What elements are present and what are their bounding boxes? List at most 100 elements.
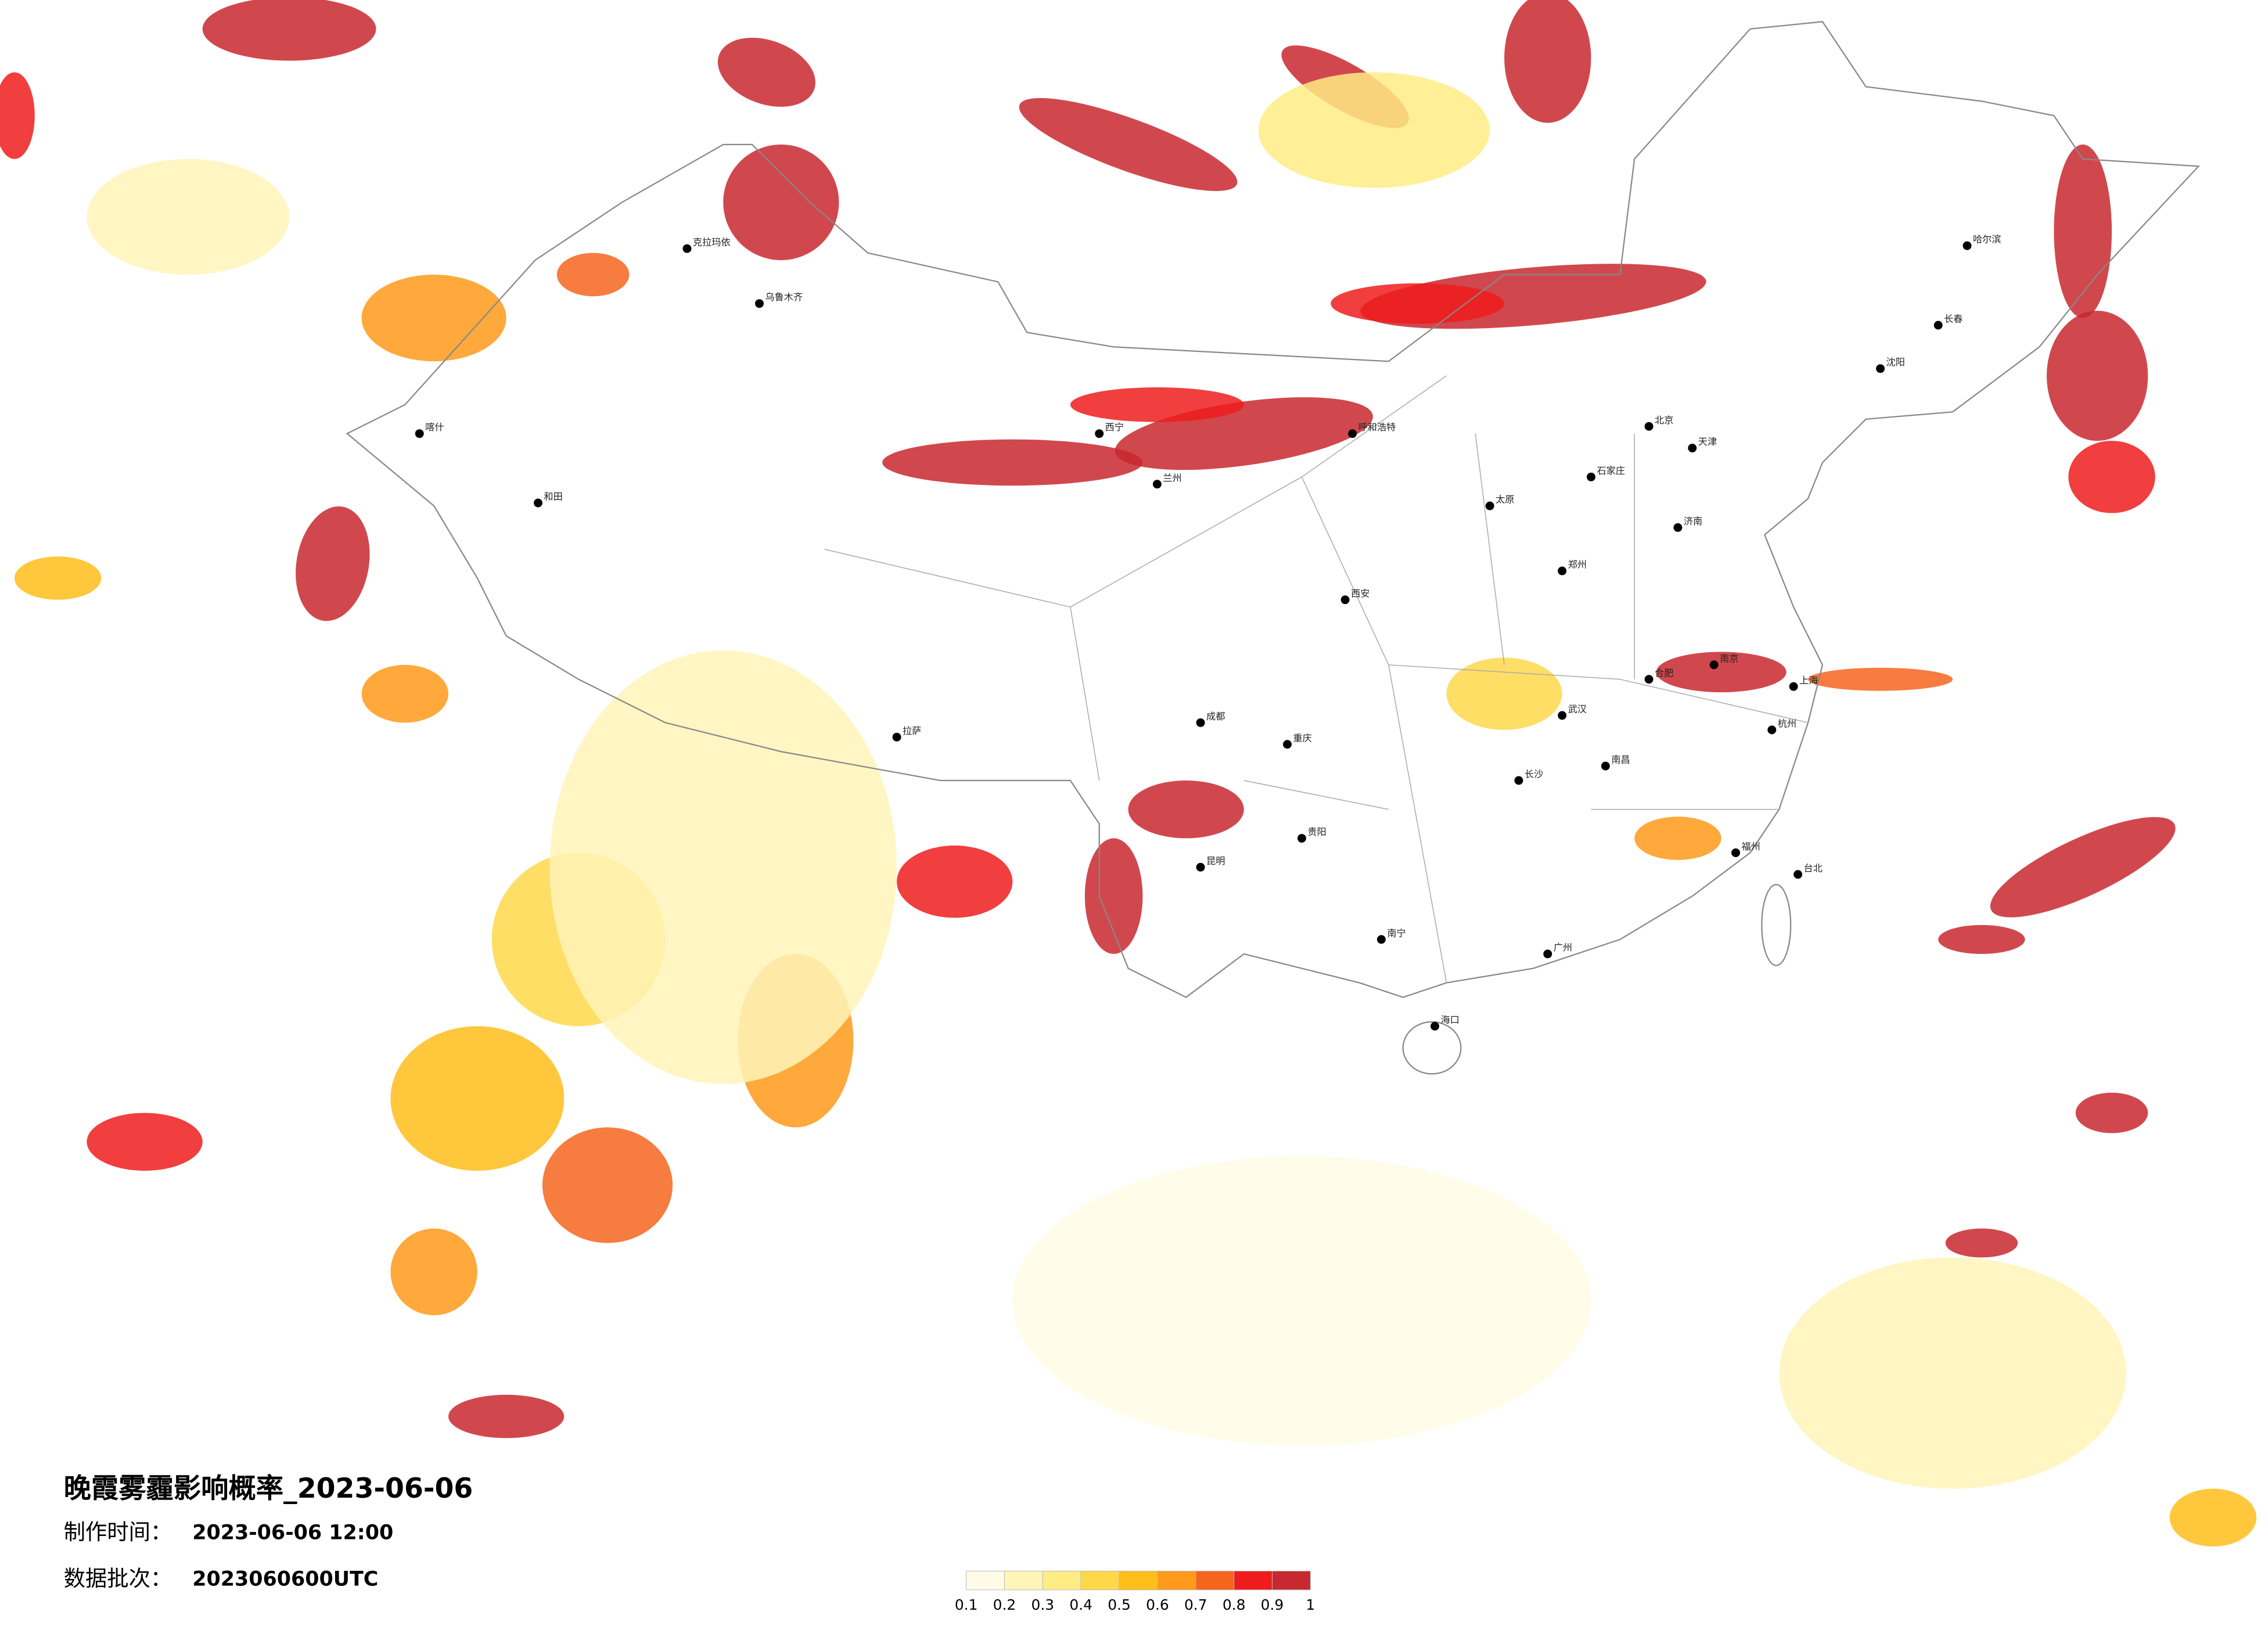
city-label: 广州 <box>1554 942 1572 953</box>
haze-area <box>882 439 1143 486</box>
province-lines <box>824 375 1809 983</box>
colorbar-box <box>1195 1570 1235 1591</box>
colorbar-label: 0.3 <box>1031 1596 1055 1613</box>
colorbar-label: 0.2 <box>993 1596 1016 1613</box>
haze-area <box>1656 652 1787 693</box>
city-dot <box>1789 682 1798 691</box>
info-label: 数据批次： <box>64 1566 172 1591</box>
colorbar-box <box>1234 1570 1273 1591</box>
city-label: 福州 <box>1741 841 1760 852</box>
colorbar-label: 0.7 <box>1184 1596 1207 1613</box>
haze-area <box>1012 1156 1591 1445</box>
colorbar-label: 0.9 <box>1261 1596 1284 1613</box>
city-label: 石家庄 <box>1597 465 1625 476</box>
colorbar-label: 0.8 <box>1223 1596 1246 1613</box>
city-dot <box>533 498 542 508</box>
city-dot <box>1283 740 1292 749</box>
info-value: 2023060600UTC <box>192 1567 378 1591</box>
info-value: 2023-06-06 12:00 <box>192 1521 393 1545</box>
info-label: 制作时间： <box>64 1519 172 1545</box>
city-label: 兰州 <box>1163 472 1181 483</box>
city-dot <box>1348 429 1357 438</box>
city-dot <box>1558 711 1567 720</box>
haze-area <box>2068 441 2155 513</box>
city-label: 哈尔滨 <box>1973 234 2001 245</box>
city-dot <box>1297 834 1306 843</box>
haze-area <box>1070 387 1244 422</box>
haze-area <box>1019 98 1238 191</box>
haze-area <box>1634 816 1721 860</box>
city-dot <box>1731 848 1740 857</box>
haze-area <box>549 650 897 1084</box>
city-label: 沈阳 <box>1886 357 1905 368</box>
city-dot <box>415 429 424 438</box>
haze-area <box>390 1228 477 1315</box>
city-label: 南宁 <box>1387 927 1406 938</box>
city-label: 成都 <box>1206 711 1225 722</box>
colorbar: 0.1 0.2 0.3 0.4 0.5 0.6 0.7 0.8 0.9 1 <box>955 1570 1315 1613</box>
haze-area <box>1258 72 1490 188</box>
city-dot <box>755 299 764 308</box>
haze-area <box>0 72 35 159</box>
city-dot <box>1673 523 1683 532</box>
haze-area <box>542 1127 673 1243</box>
city-dot <box>1543 949 1552 959</box>
haze-area <box>87 159 290 275</box>
haze-area <box>1331 283 1505 324</box>
city-label: 合肥 <box>1655 667 1673 678</box>
city-dot <box>1587 472 1595 481</box>
haze-area <box>1779 1257 2126 1489</box>
map-title: 晚霞雾霾影响概率_2023-06-06 <box>64 1473 473 1505</box>
city-label: 杭州 <box>1778 718 1796 729</box>
haze-area <box>1128 780 1244 839</box>
haze-area <box>1938 924 2025 954</box>
city-label: 喀什 <box>425 422 444 433</box>
haze-area <box>390 1026 565 1171</box>
city-dot <box>1933 321 1943 330</box>
city-label: 上海 <box>1799 675 1818 686</box>
colorbar-box <box>1080 1570 1120 1591</box>
city-dot <box>1485 501 1494 510</box>
colorbar-label: 0.1 <box>955 1596 978 1613</box>
hainan-outline <box>1402 1021 1462 1075</box>
city-dot <box>1644 675 1654 684</box>
city-label: 贵阳 <box>1307 826 1326 837</box>
colorbar-box <box>1271 1570 1311 1591</box>
city-label: 海口 <box>1440 1015 1459 1026</box>
haze-area <box>2046 311 2148 441</box>
city-label: 武汉 <box>1568 704 1587 715</box>
city-dot <box>682 244 692 253</box>
city-label: 天津 <box>1698 436 1717 447</box>
haze-area <box>556 253 630 297</box>
colorbar-box <box>1157 1570 1196 1591</box>
city-dot <box>1196 718 1205 727</box>
city-label: 拉萨 <box>903 725 921 736</box>
city-dot <box>1876 364 1885 373</box>
city-dot <box>1558 566 1567 575</box>
city-label: 西安 <box>1351 588 1370 599</box>
city-dot <box>1196 862 1205 872</box>
haze-area <box>1945 1228 2018 1258</box>
city-label: 重庆 <box>1293 732 1311 743</box>
city-dot <box>1376 935 1386 944</box>
haze-area <box>723 144 839 260</box>
colorbar-label: 0.4 <box>1069 1596 1092 1613</box>
haze-area <box>1990 816 2176 918</box>
city-dot <box>1767 725 1777 735</box>
haze-area <box>1084 838 1143 954</box>
haze-area <box>2169 1488 2257 1547</box>
city-label: 长春 <box>1944 314 1963 325</box>
city-label: 昆明 <box>1206 855 1225 866</box>
city-dot <box>1688 444 1697 453</box>
haze-area <box>448 1394 565 1438</box>
haze-area <box>1504 0 1591 123</box>
haze-area <box>717 37 815 107</box>
city-dot <box>1709 660 1719 670</box>
city-dot <box>1095 429 1104 438</box>
city-label: 济南 <box>1684 516 1702 527</box>
city-label: 南昌 <box>1611 754 1630 765</box>
colorbar-label: 0.5 <box>1108 1596 1131 1613</box>
taiwan-outline <box>1761 884 1792 966</box>
haze-area <box>87 1113 203 1171</box>
